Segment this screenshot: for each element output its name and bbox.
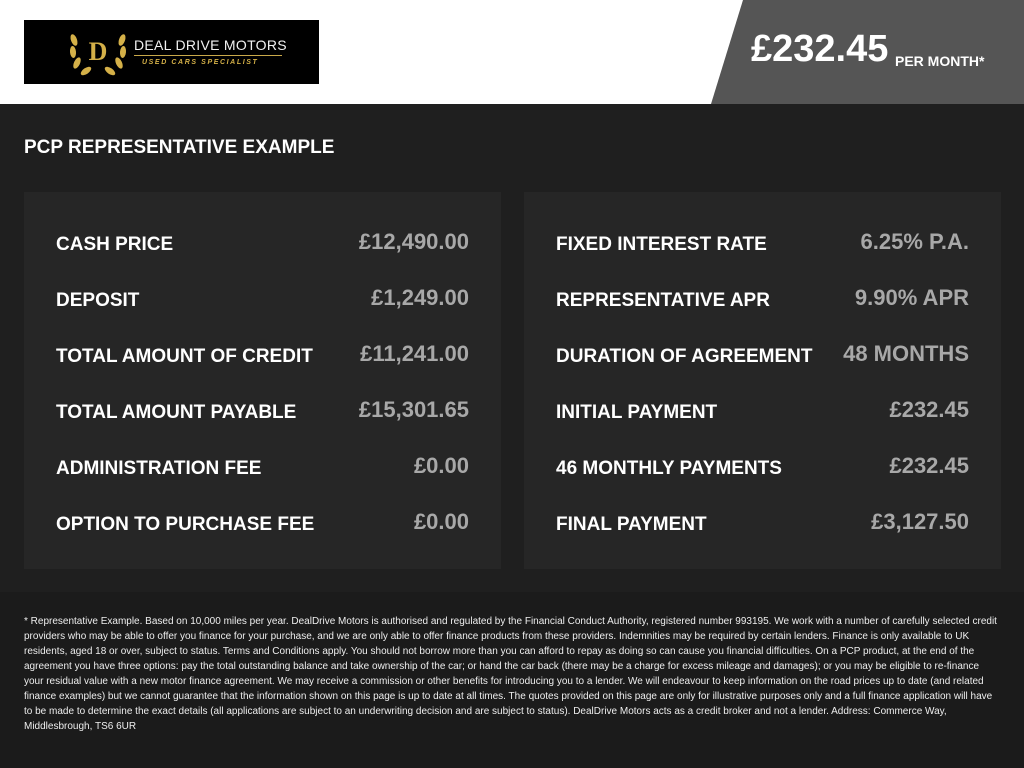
row-value: 9.90% APR [854,285,969,310]
row-value: £0.00 [413,453,469,478]
brand-logo: D DEAL DRIVE MOTORS USED CARS SPECIALIST [24,20,319,84]
row-value: £3,127.50 [871,509,969,534]
row-label: TOTAL AMOUNT PAYABLE [56,402,297,423]
row-label: REPRESENTATIVE APR [556,290,770,311]
finance-row: DURATION OF AGREEMENT 48 MONTHS [556,340,969,370]
row-value: £0.00 [413,509,469,534]
row-value: £232.45 [889,453,969,478]
row-label: 46 MONTHLY PAYMENTS [556,458,782,479]
row-value: £12,490.00 [358,229,469,254]
row-label: TOTAL AMOUNT OF CREDIT [56,346,313,367]
row-label: FINAL PAYMENT [556,514,707,535]
row-label: INITIAL PAYMENT [556,402,718,423]
header: D DEAL DRIVE MOTORS USED CARS SPECIALIST… [0,0,1024,104]
disclaimer-line: available to UK residents, aged 18 or ov… [24,631,970,657]
row-value: 48 MONTHS [843,341,969,366]
row-label: ADMINISTRATION FEE [56,458,262,479]
row-label: DURATION OF AGREEMENT [556,346,813,367]
row-value: £1,249.00 [371,285,469,310]
disclaimer-line: product, at the end of the agreement you… [24,646,975,672]
section-title: PCP REPRESENTATIVE EXAMPLE [24,137,335,158]
row-label: OPTION TO PURCHASE FEE [56,514,315,535]
row-value: £232.45 [889,397,969,422]
disclaimer-line: may be eligible to re-finance your resid… [24,661,980,687]
finance-row: TOTAL AMOUNT OF CREDIT £11,241.00 [56,340,469,370]
row-value: 6.25% P.A. [860,229,969,254]
disclaimer-line: credit providers who may be able to offe… [24,616,997,642]
finance-row: CASH PRICE £12,490.00 [56,228,469,258]
finance-panel-left: CASH PRICE £12,490.00 DEPOSIT £1,249.00 TOTA… [24,192,501,569]
logo-letter: D [89,37,108,66]
finance-row: REPRESENTATIVE APR 9.90% APR [556,284,969,314]
row-value: £11,241.00 [360,341,469,366]
footer: * Representative Example. Based on 10,00… [0,592,1024,768]
finance-row: ADMINISTRATION FEE £0.00 [56,452,469,482]
monthly-price-badge: £232.45 PER MONTH* [711,0,1024,104]
finance-row: FINAL PAYMENT £3,127.50 [556,508,969,538]
row-label: CASH PRICE [56,234,174,255]
disclaimer: * Representative Example. Based on 10,00… [24,614,1000,734]
brand-tagline: USED CARS SPECIALIST [142,59,259,66]
finance-row: TOTAL AMOUNT PAYABLE £15,301.65 [56,396,469,426]
finance-row: FIXED INTEREST RATE 6.25% P.A. [556,228,969,258]
row-value: £15,301.65 [358,397,469,422]
per-month-label: PER MONTH* [895,53,985,69]
laurel-icon: D [69,34,127,76]
disclaimer-line: * Representative Example. Based on 10,00… [24,616,970,627]
finance-panel-right: FIXED INTEREST RATE 6.25% P.A. REPRESENTAT… [524,192,1001,569]
disclaimer-line: road prices up to date (and related fina… [24,676,984,702]
finance-row: OPTION TO PURCHASE FEE £0.00 [56,508,469,538]
disclaimer-line: credit broker and not a lender. Address:… [24,706,947,732]
row-label: DEPOSIT [56,290,140,311]
row-label: FIXED INTEREST RATE [556,234,767,255]
logo-divider [134,55,282,56]
disclaimer-line: purposes only and a full finance applica… [24,691,993,717]
finance-row: 46 MONTHLY PAYMENTS £232.45 [556,452,969,482]
finance-row: INITIAL PAYMENT £232.45 [556,396,969,426]
monthly-price: £232.45 [751,28,889,70]
finance-row: DEPOSIT £1,249.00 [56,284,469,314]
brand-name: DEAL DRIVE MOTORS [134,37,287,53]
